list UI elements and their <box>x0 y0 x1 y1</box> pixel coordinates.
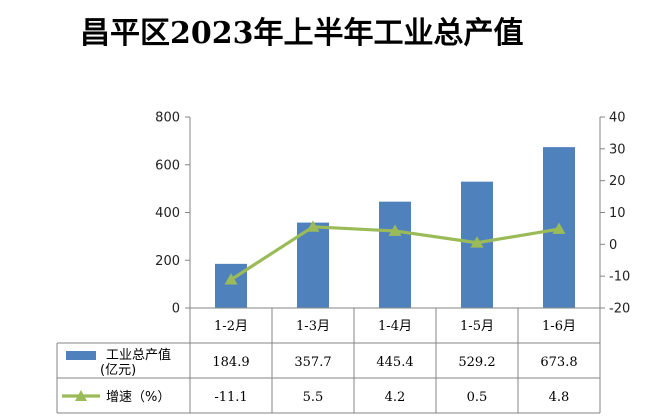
y-tick-label-right: 10 <box>609 206 626 221</box>
y-tick-label-right: -10 <box>609 270 630 285</box>
legend-label: 增速（%） <box>106 390 170 405</box>
y-tick-label-left: 0 <box>172 302 180 317</box>
table-cell: 529.2 <box>458 355 495 370</box>
category-label: 1-3月 <box>296 319 330 334</box>
y-tick-label-right: 30 <box>609 142 626 157</box>
category-label: 1-2月 <box>214 319 248 334</box>
category-label: 1-4月 <box>378 319 412 334</box>
y-tick-label-right: 40 <box>609 111 626 126</box>
legend-bar-key <box>66 351 96 360</box>
table-cell: 673.8 <box>540 355 577 370</box>
y-tick-label-left: 800 <box>155 111 180 126</box>
growth-point <box>470 236 484 248</box>
legend-label: (亿元) <box>100 363 136 378</box>
table-cell: 445.4 <box>376 355 413 370</box>
legend-label: 工业总产值 <box>106 347 171 363</box>
growth-point <box>552 222 566 234</box>
line-series <box>224 220 566 285</box>
y-tick-label-left: 400 <box>155 206 180 221</box>
table-cell: 4.8 <box>549 390 570 405</box>
bar <box>215 263 247 308</box>
category-label: 1-6月 <box>542 319 576 334</box>
growth-point <box>224 273 238 285</box>
data-table: 1-2月 1-3月 1-4月 1-5月 1-6月 184.9 357.7 445.4 529.2… <box>56 307 601 414</box>
category-label: 1-5月 <box>460 319 494 334</box>
chart-title: 昌平区2023年上半年工业总产值 <box>80 16 524 51</box>
y-tick-label-left: 600 <box>155 158 180 173</box>
growth-point <box>306 220 320 232</box>
table-cell: -11.1 <box>214 390 247 405</box>
table-cell: 5.5 <box>303 390 324 405</box>
bar <box>297 222 329 308</box>
table-cell: 357.7 <box>294 355 331 370</box>
table-cell: 184.9 <box>212 355 249 370</box>
growth-point <box>388 224 402 236</box>
table-cell: 4.2 <box>385 390 406 405</box>
legend-line-marker <box>75 390 87 401</box>
y-tick-label-right: 0 <box>609 238 617 253</box>
y-tick-label-right: 20 <box>609 174 626 189</box>
bar <box>379 201 411 308</box>
axes: 0 200 400 600 800 -20 -10 0 10 20 30 40 <box>155 111 630 317</box>
y-tick-label-right: -20 <box>609 302 630 317</box>
y-tick-label-left: 200 <box>155 254 180 269</box>
table-cell: 0.5 <box>467 390 488 405</box>
